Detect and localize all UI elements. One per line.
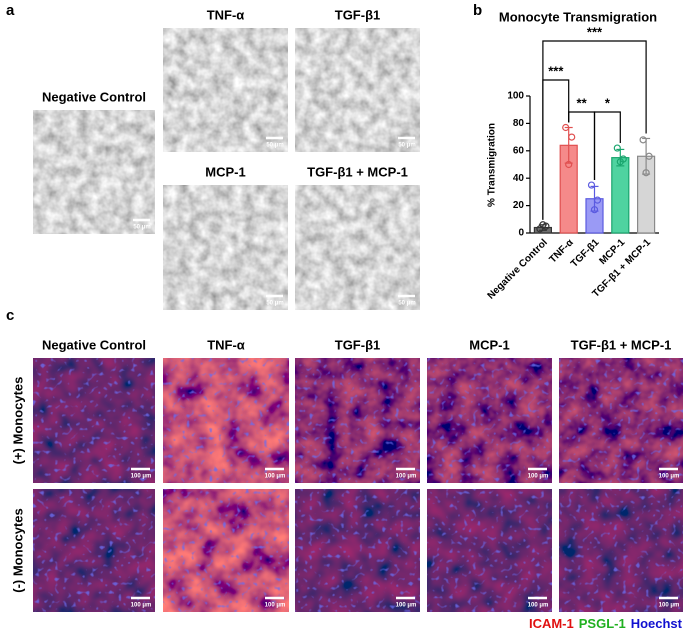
y-tick-label: 100 [507,91,524,102]
scale-bar-label: 100 μm [396,603,417,609]
x-tick-label: Negative Control [486,237,551,302]
data-point [562,123,570,132]
panel-letter: b [473,2,482,19]
row-label: (+) Monocytes [10,377,25,465]
micrograph [295,28,420,152]
column-label: MCP-1 [469,337,509,352]
bar [611,157,630,234]
column-label: TGF-β1 [335,337,381,352]
data-point [539,221,547,229]
data-point [639,136,647,144]
panel-letter: c [6,307,14,324]
scale-bar-label: 50 μm [266,143,283,149]
column-label: Negative Control [42,337,146,352]
scale-bar-label: 100 μm [528,474,549,480]
scale-bar-label: 100 μm [131,603,152,609]
data-point [645,152,653,160]
significance-label: ** [577,95,588,110]
scale-bar-label: 50 μm [266,301,283,307]
scale-bar-label: 100 μm [528,603,549,609]
significance-label: *** [587,24,603,39]
column-label: TGF-β1 + MCP-1 [571,337,672,352]
data-point [565,160,573,169]
scale-bar-label: 50 μm [398,301,415,307]
legend-entry: ICAM-1 [529,616,574,631]
nuclei-overlay [163,489,289,612]
significance-label: * [605,95,611,110]
legend: ICAM-1 PSGL-1 Hoechst [529,616,683,631]
data-point [613,144,621,152]
nuclei-overlay [33,489,155,612]
data-point [616,158,624,166]
scale-bar-label: 100 μm [131,474,152,480]
y-tick-label: 40 [513,173,525,184]
column-label: TNF-α [207,337,245,352]
image-label: TGF-β1 [335,7,381,22]
panel-letter: a [6,2,15,19]
scale-bar-label: 50 μm [398,143,415,149]
x-tick-label: TGF-β1 [569,237,602,270]
data-point [590,206,599,214]
scale-bar-label: 100 μm [265,603,286,609]
image-label: Negative Control [42,89,146,104]
legend-entry: Hoechst [631,616,683,631]
data-point [587,181,596,189]
nuclei-overlay [427,489,552,612]
scale-bar-label: 100 μm [265,474,286,480]
nuclei-overlay [33,358,155,483]
micrograph [163,185,288,310]
significance-label: *** [548,63,564,78]
y-tick-label: 60 [513,145,525,156]
y-tick-label: 20 [513,200,525,211]
data-point [593,196,602,204]
y-tick-label: 80 [513,118,525,129]
scale-bar-label: 100 μm [659,474,680,480]
image-label: TGF-β1 + MCP-1 [307,164,408,179]
nuclei-overlay [559,489,683,612]
scale-bar-label: 50 μm [133,225,150,231]
nuclei-overlay [295,489,420,612]
image-label: MCP-1 [205,164,245,179]
significance-bracket [542,79,570,220]
nuclei-overlay [559,358,683,483]
data-point [642,169,650,177]
row-label: (-) Monocytes [10,508,25,593]
significance-bracket [593,111,621,181]
nuclei-overlay [427,358,552,483]
micrograph [163,28,288,152]
scale-bar-label: 100 μm [396,474,417,480]
legend-entry: PSGL-1 [579,616,626,631]
chart-title: Monocyte Transmigration [499,9,657,24]
y-axis-label: % Transmigration [487,123,498,207]
y-tick-label: 0 [518,228,524,239]
image-label: TNF-α [207,7,245,22]
nuclei-overlay [163,358,289,483]
micrograph [33,110,155,234]
scale-bar-label: 100 μm [659,603,680,609]
nuclei-overlay [295,358,420,483]
micrograph [295,185,420,310]
data-point [568,133,576,141]
